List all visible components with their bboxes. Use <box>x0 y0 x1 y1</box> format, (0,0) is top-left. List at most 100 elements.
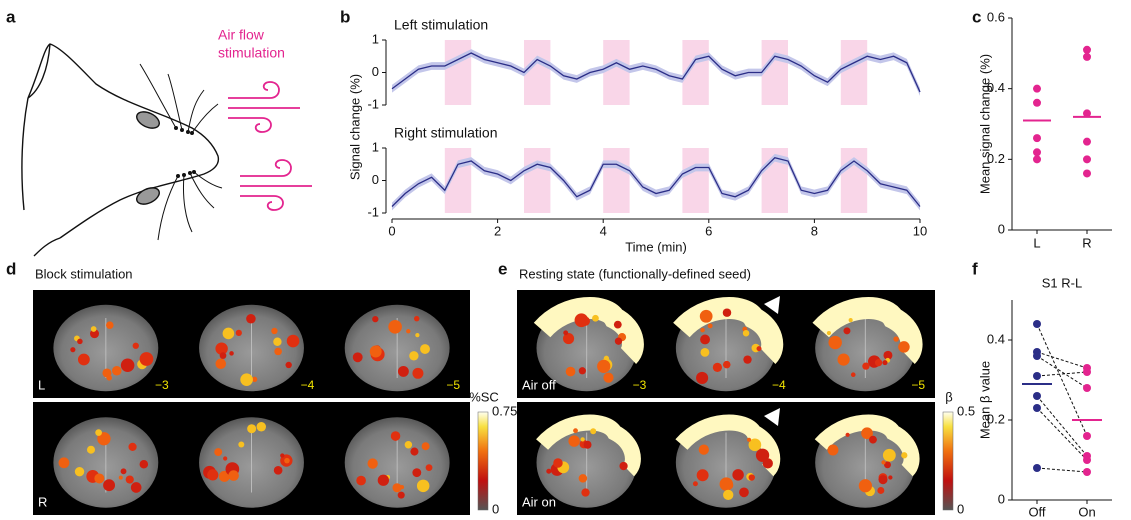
colorbar-tick-label: 0 <box>492 501 499 516</box>
y-tick-label: 0 <box>998 221 1005 236</box>
x-tick-label: 6 <box>705 223 712 238</box>
stim-block <box>761 40 788 105</box>
activation-blob <box>861 427 873 440</box>
data-point <box>1083 432 1091 440</box>
panel-label: e <box>498 259 507 278</box>
data-point <box>1083 137 1091 146</box>
activation-blob <box>413 315 420 322</box>
activation-blob <box>409 351 419 361</box>
panel-label: f <box>972 259 978 278</box>
activation-blob <box>415 333 420 338</box>
panel-label: a <box>6 7 16 26</box>
activation-blob <box>583 440 592 449</box>
x-tick-label: On <box>1078 504 1095 519</box>
activation-seed <box>814 414 920 477</box>
activation-blob <box>877 486 885 494</box>
activation-blob <box>247 424 257 434</box>
pair-line <box>1036 395 1088 457</box>
activation-blob <box>412 367 424 379</box>
activation-blob <box>850 372 856 378</box>
slice-label: −4 <box>772 378 786 392</box>
x-tick-label: R <box>1082 235 1091 250</box>
y-tick-label: 1 <box>372 139 379 154</box>
y-tick-label: 0.4 <box>987 331 1005 346</box>
annotation: stimulation <box>218 45 285 61</box>
x-tick-label: 4 <box>600 223 607 238</box>
activation-blob <box>893 336 899 342</box>
y-tick-label: 0 <box>998 491 1005 506</box>
data-point <box>1033 372 1041 380</box>
activation-blob <box>597 359 611 373</box>
activation-blob <box>603 372 614 383</box>
signal-line <box>391 157 921 207</box>
colorbar <box>477 411 489 511</box>
colorbar-tick-label: 0 <box>957 501 964 516</box>
row-label: Air on <box>522 494 556 509</box>
activation-blob <box>106 375 112 381</box>
activation-blob <box>888 475 893 480</box>
activation-blob <box>696 371 709 384</box>
y-tick-label: 0.2 <box>987 151 1005 166</box>
x-tick-label: Off <box>1028 504 1045 519</box>
stim-block <box>524 40 551 105</box>
y-tick-label: 0 <box>372 172 379 187</box>
pair-line <box>1036 351 1088 369</box>
panel-label: d <box>6 259 16 278</box>
data-point <box>1083 155 1091 164</box>
y-tick-label: 0.6 <box>987 9 1005 24</box>
activation-blob <box>372 315 379 323</box>
activation-blob <box>246 313 256 324</box>
data-point <box>1033 352 1041 360</box>
activation-blob <box>367 458 378 469</box>
activation-blob <box>421 442 430 451</box>
activation-blob <box>712 362 723 372</box>
activation-blob <box>106 321 114 329</box>
y-tick-label: -1 <box>367 96 379 111</box>
chart-title: S1 R-L <box>1042 275 1082 290</box>
activation-blob <box>215 358 226 370</box>
activation-blob <box>74 466 85 477</box>
row-label: L <box>38 377 45 392</box>
activation-blob <box>613 320 622 329</box>
activation-blob <box>223 456 228 461</box>
slice-label: −5 <box>911 378 925 392</box>
activation-blob <box>743 355 752 364</box>
row-label: R <box>38 494 47 509</box>
whiskers <box>139 63 223 241</box>
activation-blob <box>97 432 111 446</box>
activation-blob <box>874 359 883 367</box>
activation-blob <box>881 460 886 465</box>
activation-blob <box>882 448 896 462</box>
slice-label: −3 <box>155 378 169 392</box>
panel-label: c <box>972 7 981 26</box>
head-back <box>21 97 29 211</box>
activation-blob <box>284 457 290 464</box>
activation-blob <box>120 358 135 373</box>
stim-block <box>682 148 709 213</box>
data-point <box>1033 392 1041 400</box>
activation-blob <box>273 465 283 475</box>
activation-blob <box>573 428 578 434</box>
activation-blob <box>742 329 750 337</box>
data-point <box>1033 134 1041 143</box>
activation-blob <box>882 360 888 366</box>
activation-blob <box>420 344 430 354</box>
activation-blob <box>412 468 422 478</box>
y-axis-label: Mean β value <box>977 361 992 439</box>
air-flow-icon <box>240 159 312 211</box>
arrowhead <box>764 296 780 314</box>
activation-blob <box>274 347 282 356</box>
activation-blob <box>696 469 709 482</box>
data-point <box>1033 464 1041 472</box>
y-tick-label: -1 <box>367 204 379 219</box>
data-point <box>1083 384 1091 392</box>
row-label: Air off <box>522 377 556 392</box>
activation-blob <box>58 457 70 469</box>
activation-blob <box>878 475 888 485</box>
activation-blob <box>139 460 149 469</box>
error-band <box>392 49 920 96</box>
activation-blob <box>285 361 292 369</box>
annotation: Air flow <box>218 27 265 43</box>
